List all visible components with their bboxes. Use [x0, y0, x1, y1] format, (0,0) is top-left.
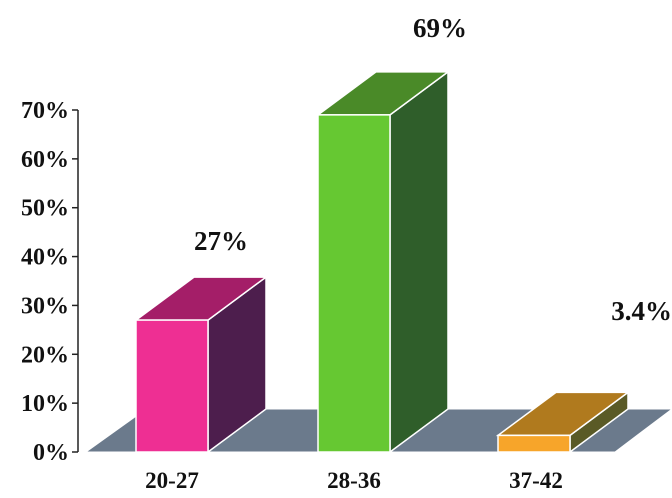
data-label: 69% — [413, 13, 467, 43]
bar-front-face — [497, 434, 571, 453]
bars — [133, 70, 631, 454]
y-axis: 0% 10% 20% 30% 40% 50% 60% 70% — [21, 98, 79, 466]
bar-front-face — [317, 114, 391, 453]
y-tick-label: 70% — [21, 98, 69, 124]
bar-20-27 — [133, 275, 269, 454]
bar-28-36 — [315, 70, 451, 454]
y-tick-label: 40% — [21, 245, 69, 271]
bar-37-42 — [495, 390, 631, 454]
y-tick-label: 10% — [21, 391, 69, 417]
bar-side-face — [389, 70, 449, 454]
x-category-label: 37-42 — [509, 468, 563, 493]
y-tick-label: 60% — [21, 147, 69, 173]
y-tick-label: 50% — [21, 196, 69, 222]
data-label: 3.4% — [611, 296, 672, 326]
x-category-label: 28-36 — [327, 468, 381, 493]
data-label: 27% — [194, 226, 248, 256]
x-category-label: 20-27 — [145, 468, 199, 493]
y-tick-label: 0% — [33, 440, 69, 466]
y-tick-label: 30% — [21, 293, 69, 319]
bar-front-face — [135, 319, 209, 453]
y-tick-label: 20% — [21, 342, 69, 368]
data-labels: 27% 69% 3.4% — [194, 13, 672, 326]
x-axis-labels: 20-27 28-36 37-42 — [145, 468, 563, 493]
